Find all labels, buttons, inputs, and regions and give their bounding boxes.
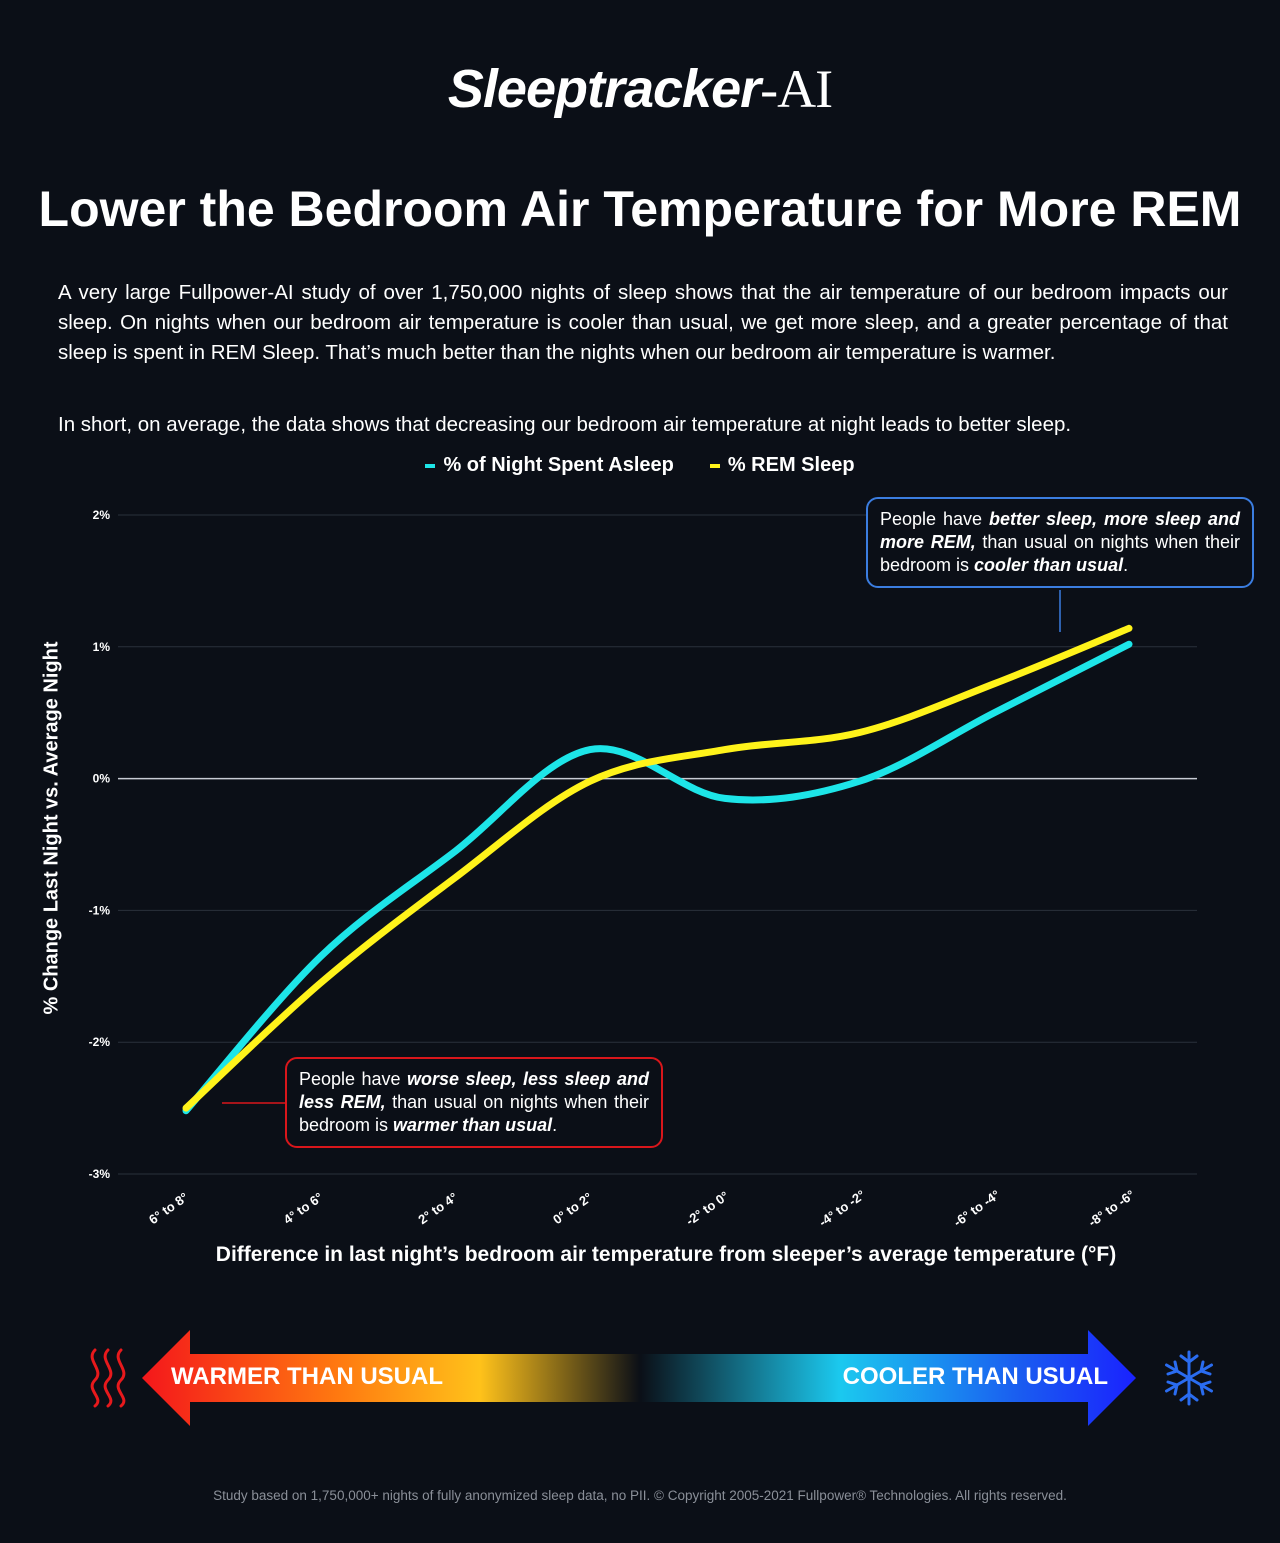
temperature-scale-arrow	[142, 1330, 1136, 1426]
cool-callout-text-1: People have	[880, 509, 990, 529]
y-tick-label: 0%	[93, 772, 111, 786]
cooler-label: COOLER THAN USUAL	[842, 1363, 1108, 1390]
snowflake-icon	[1165, 1350, 1213, 1406]
legend-label-rem: % REM Sleep	[727, 454, 855, 476]
warm-callout-emphasis-2: warmer than usual	[393, 1115, 553, 1135]
legend-swatch-asleep	[425, 463, 436, 468]
x-tick-label: 2° to 4°	[415, 1189, 460, 1227]
x-tick-label: -8° to -6°	[1085, 1187, 1137, 1230]
legend-item-asleep: % of Night Spent Asleep	[425, 454, 674, 477]
intro-paragraph-1: A very large Fullpower-AI study of over …	[58, 281, 1228, 364]
x-tick-label: -2° to 0°	[683, 1188, 731, 1228]
x-axis-label: Difference in last night’s bedroom air t…	[215, 1243, 1117, 1266]
x-tick-label: -6° to -4°	[951, 1187, 1003, 1230]
brand-ai-suffix: -AI	[760, 59, 833, 119]
cool-callout-text-3: .	[1123, 555, 1129, 575]
x-tick-label: -4° to -2°	[816, 1187, 868, 1230]
y-axis-label: % Change Last Night vs. Average Night	[40, 641, 63, 1015]
series-line-rem	[182, 624, 1133, 1112]
brand-logo: Sleeptracker-AI	[0, 58, 1280, 120]
legend-label-asleep: % of Night Spent Asleep	[443, 454, 674, 476]
x-tick-label: 4° to 6°	[281, 1189, 326, 1227]
cool-callout-emphasis-2: cooler than usual	[974, 555, 1124, 575]
cool-callout: People have better sleep, more sleep and…	[866, 497, 1254, 588]
series-line-asleep	[182, 640, 1133, 1115]
cool-callout-emphasis-1: better sleep, more sleep and more REM,	[880, 509, 1240, 552]
warm-callout-text-3: .	[552, 1115, 558, 1135]
temperature-scale	[90, 1330, 1213, 1426]
warm-callout: People have worse sleep, less sleep and …	[285, 1057, 663, 1148]
warm-callout-emphasis-1: worse sleep, less sleep and less REM,	[299, 1069, 649, 1112]
brand-name: Sleeptracker	[447, 59, 761, 119]
y-tick-label: 1%	[93, 640, 111, 654]
x-tick-label: 0° to 2°	[550, 1189, 595, 1227]
y-tick-label: -2%	[89, 1035, 111, 1049]
y-tick-label: 2%	[93, 508, 111, 522]
y-tick-label: -1%	[89, 903, 111, 917]
intro-paragraph-2: In short, on average, the data shows tha…	[58, 413, 1072, 436]
chart-legend: % of Night Spent Asleep % REM Sleep	[0, 454, 1280, 477]
warm-callout-text-2: than usual on nights when their bedroom …	[299, 1092, 649, 1135]
x-tick-label: 6° to 8°	[146, 1189, 191, 1227]
warmer-label: WARMER THAN USUAL	[171, 1363, 443, 1390]
legend-swatch-rem	[709, 463, 720, 468]
legend-item-rem: % REM Sleep	[709, 454, 855, 477]
heat-waves-icon	[90, 1348, 126, 1408]
page-title: Lower the Bedroom Air Temperature for Mo…	[38, 181, 1242, 237]
footer-note: Study based on 1,750,000+ nights of full…	[213, 1488, 1067, 1503]
line-chart: 2% 1% 0% -1% -2% -3% 6° to 8° 4° to 6° 2° to 4°…	[89, 508, 1197, 1230]
y-tick-label: -3%	[89, 1167, 111, 1181]
cool-callout-text-2: than usual on nights when their bedroom …	[880, 532, 1240, 575]
warm-callout-text-1: People have	[299, 1069, 408, 1089]
